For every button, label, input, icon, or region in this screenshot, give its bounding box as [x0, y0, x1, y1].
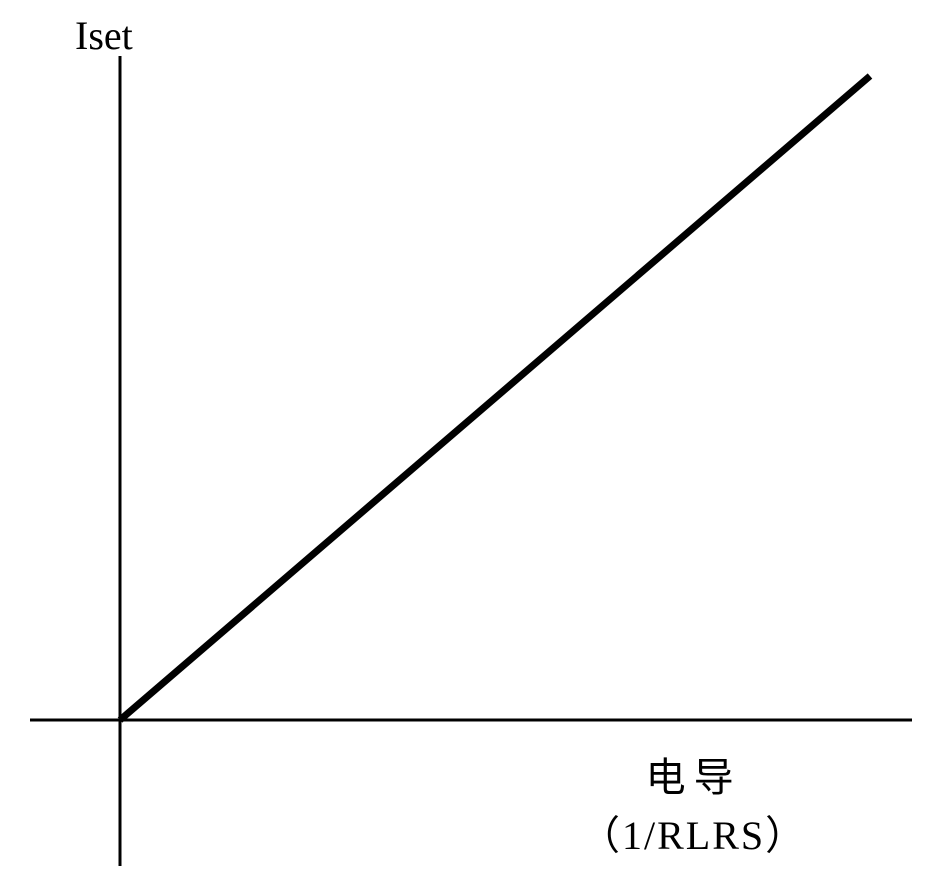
data-line	[120, 76, 870, 720]
x-axis-label-line2: （1/RLRS）	[580, 803, 807, 861]
y-axis-label: Iset	[75, 12, 133, 59]
chart-svg	[0, 0, 929, 871]
x-axis-label: 电导 （1/RLRS）	[580, 745, 807, 861]
chart-container: Iset 电导 （1/RLRS）	[0, 0, 929, 871]
x-axis-label-line1: 电导	[580, 745, 807, 803]
